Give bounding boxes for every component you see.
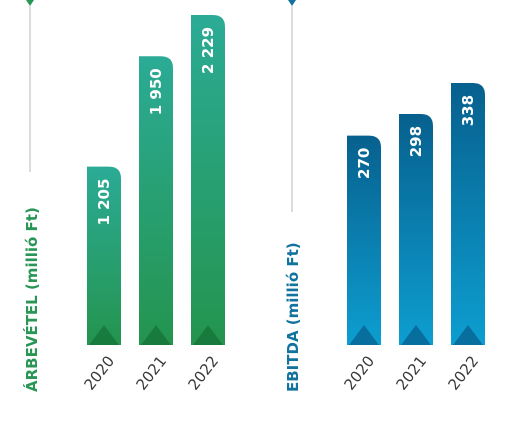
revenue-axis-marker xyxy=(26,0,34,6)
ebitda-bar-2020 xyxy=(347,135,381,345)
ebitda-bar-chevron-icon xyxy=(349,325,379,345)
revenue-value-label-2022: 2 229 xyxy=(199,27,217,74)
revenue-bar-2020 xyxy=(87,166,121,345)
revenue-y-axis-label: ÁRBEVÉTEL (millió Ft) xyxy=(22,207,41,392)
revenue-value-label-2021: 1 950 xyxy=(147,68,165,115)
ebitda-category-label-2022: 2022 xyxy=(444,352,482,393)
ebitda-value-label-2020: 270 xyxy=(355,148,373,179)
ebitda-value-label-2022: 338 xyxy=(459,95,477,126)
revenue-bar-chevron-icon xyxy=(193,325,223,345)
revenue-bar-chevron-icon xyxy=(89,325,119,345)
revenue-category-label-2022: 2022 xyxy=(184,352,222,393)
ebitda-bar-chevron-icon xyxy=(401,325,431,345)
ebitda-bar-2022 xyxy=(451,82,485,346)
revenue-bar-2022 xyxy=(191,14,225,346)
revenue-category-label-2020: 2020 xyxy=(80,352,118,393)
revenue-bar-chevron-icon xyxy=(141,325,171,345)
ebitda-bars: 270 2020 298 2021 338 2022 xyxy=(340,82,485,394)
ebitda-y-axis-label: EBITDA (millió Ft) xyxy=(284,242,302,392)
ebitda-axis-marker xyxy=(288,0,296,6)
ebitda-category-label-2021: 2021 xyxy=(392,352,430,393)
ebitda-value-label-2021: 298 xyxy=(407,126,425,157)
revenue-bar-2021 xyxy=(139,56,173,346)
revenue-value-label-2020: 1 205 xyxy=(95,179,113,226)
revenue-bars: 1 205 2020 1 950 2021 2 229 2022 xyxy=(80,14,225,394)
ebitda-bar-2021 xyxy=(399,113,433,345)
ebitda-bar-chevron-icon xyxy=(453,325,483,345)
ebitda-category-label-2020: 2020 xyxy=(340,352,378,393)
revenue-category-label-2021: 2021 xyxy=(132,352,170,393)
